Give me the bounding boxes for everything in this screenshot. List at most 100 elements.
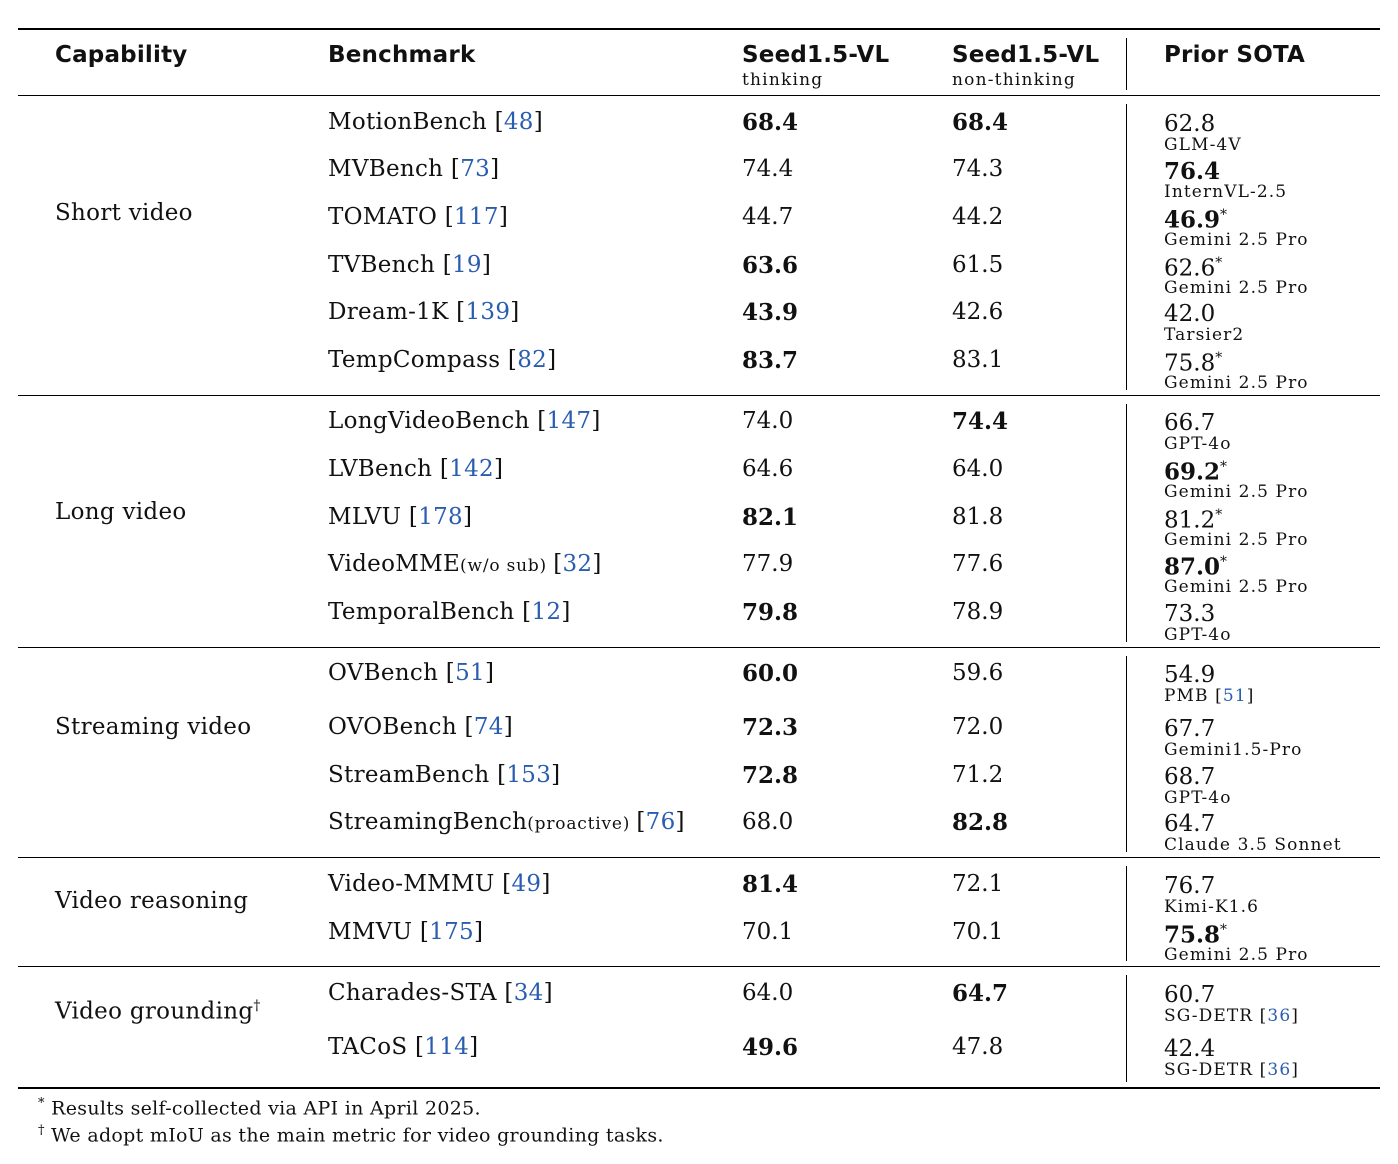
- prior-sota-model: PMB [51]: [1164, 688, 1254, 705]
- citation-link[interactable]: 48: [503, 109, 534, 135]
- citation-link[interactable]: 142: [449, 456, 494, 482]
- citation-link[interactable]: 36: [1267, 1060, 1292, 1080]
- bracket: ]: [474, 919, 484, 945]
- prior-sota-value: 68.7: [1164, 764, 1216, 790]
- benchmark-name: TemporalBench [12]: [328, 599, 571, 625]
- citation-link[interactable]: 51: [1222, 686, 1247, 706]
- asterisk-mark: *: [1215, 350, 1223, 366]
- prior-sota-score: 68.7: [1164, 766, 1215, 789]
- capability-label: Short video: [55, 200, 193, 226]
- column-divider: [1126, 104, 1127, 390]
- citation-link[interactable]: 32: [562, 551, 593, 577]
- footnote-text: Results self-collected via API in April …: [44, 1097, 481, 1120]
- group-rule: [18, 966, 1380, 967]
- non-thinking-score: 68.4: [952, 109, 1009, 136]
- bracket: ]: [1291, 1060, 1299, 1080]
- prior-sota-value: 69.2: [1164, 458, 1221, 486]
- thinking-score: 60.0: [742, 660, 799, 687]
- group-rule: [18, 857, 1380, 858]
- bracket: ]: [469, 1034, 479, 1060]
- benchmark-name: Dream-1K [139]: [328, 299, 520, 325]
- thinking-score: 72.8: [742, 762, 799, 789]
- prior-sota-model-name: SG-DETR: [1164, 1060, 1260, 1080]
- non-thinking-score: 72.0: [952, 714, 1004, 740]
- bracket: ]: [561, 599, 571, 625]
- benchmark-name: MMVU [175]: [328, 919, 483, 945]
- citation-link[interactable]: 139: [465, 299, 511, 325]
- non-thinking-score: 78.9: [952, 599, 1004, 625]
- citation-link[interactable]: 36: [1267, 1006, 1292, 1026]
- bracket: [: [553, 551, 563, 577]
- citation-link[interactable]: 73: [460, 156, 491, 182]
- bracket: [: [1259, 1006, 1268, 1026]
- capability-label: Streaming video: [55, 714, 252, 740]
- citation-link[interactable]: 147: [546, 408, 592, 434]
- non-thinking-score: 64.7: [952, 980, 1009, 1007]
- citation-link[interactable]: 178: [418, 504, 463, 530]
- prior-sota-model-name: Gemini 2.5 Pro: [1164, 230, 1309, 250]
- citation-link[interactable]: 34: [513, 980, 544, 1006]
- citation-link[interactable]: 82: [517, 347, 548, 373]
- citation-link[interactable]: 12: [531, 599, 562, 625]
- asterisk-mark: *: [1220, 207, 1228, 223]
- citation-link[interactable]: 49: [511, 871, 542, 897]
- prior-sota-model-name: Gemini 2.5 Pro: [1164, 577, 1309, 597]
- citation-link[interactable]: 19: [451, 252, 482, 278]
- bracket: ]: [463, 504, 473, 530]
- prior-sota-model: GLM-4V: [1164, 137, 1242, 154]
- prior-sota-model-name: Gemini 2.5 Pro: [1164, 945, 1309, 965]
- bracket: ]: [551, 762, 561, 788]
- citation-link[interactable]: 114: [424, 1034, 470, 1060]
- thinking-score: 79.8: [742, 599, 799, 626]
- citation-link[interactable]: 153: [506, 762, 552, 788]
- prior-sota-model: SG-DETR [36]: [1164, 1062, 1299, 1079]
- citation-link[interactable]: 175: [429, 919, 474, 945]
- benchmark-name: Charades-STA [34]: [328, 980, 553, 1006]
- asterisk-mark: *: [1220, 922, 1228, 938]
- non-thinking-score: 83.1: [952, 347, 1004, 373]
- prior-sota-score: 64.7: [1164, 813, 1215, 836]
- prior-sota-model: Gemini 2.5 Pro: [1164, 579, 1309, 596]
- header-thinking-title: Seed1.5-VL: [742, 42, 890, 68]
- prior-sota-score: 75.8*: [1164, 351, 1222, 376]
- benchmark-label: Dream-1K: [328, 299, 457, 325]
- prior-sota-score: 76.7: [1164, 875, 1215, 898]
- benchmark-label: OVBench: [328, 660, 446, 686]
- citation-link[interactable]: 117: [454, 204, 499, 230]
- benchmark-label: MotionBench: [328, 109, 495, 135]
- non-thinking-score: 70.1: [952, 919, 1004, 945]
- benchmark-name: TVBench [19]: [328, 252, 491, 278]
- citation-link[interactable]: 76: [645, 809, 676, 835]
- capability-label: Long video: [55, 499, 187, 525]
- benchmark-name: OVOBench [74]: [328, 714, 513, 740]
- bracket: ]: [1246, 686, 1255, 706]
- citation-link[interactable]: 74: [473, 714, 504, 740]
- prior-sota-score: 42.4: [1164, 1038, 1215, 1061]
- prior-sota-score: 81.2*: [1164, 508, 1222, 533]
- bracket: ]: [481, 252, 492, 278]
- footnote-mark: *: [38, 1096, 45, 1111]
- bracket: [: [419, 919, 430, 945]
- prior-sota-model: Claude 3.5 Sonnet: [1164, 837, 1342, 854]
- citation-link[interactable]: 51: [455, 660, 485, 686]
- prior-sota-model: GPT-4o: [1164, 627, 1232, 644]
- thinking-score: 70.1: [742, 919, 794, 945]
- benchmark-name: LVBench [142]: [328, 456, 503, 482]
- bracket: [: [450, 156, 461, 182]
- thinking-score: 64.0: [742, 980, 794, 1006]
- non-thinking-score: 77.6: [952, 551, 1004, 577]
- non-thinking-score: 47.8: [952, 1034, 1004, 1060]
- prior-sota-model-name: InternVL-2.5: [1164, 182, 1288, 202]
- header-non-thinking-title: Seed1.5-VL: [952, 42, 1100, 68]
- benchmark-label: TOMATO: [328, 204, 445, 230]
- prior-sota-model-name: Kimi-K1.6: [1164, 897, 1260, 917]
- bracket: ]: [484, 660, 495, 686]
- prior-sota-score: 62.8: [1164, 113, 1215, 136]
- bracket: [: [442, 252, 452, 278]
- benchmark-name: LongVideoBench [147]: [328, 408, 601, 434]
- prior-sota-value: 75.8: [1164, 350, 1216, 377]
- thinking-score: 44.7: [742, 204, 794, 230]
- non-thinking-score: 71.2: [952, 762, 1004, 788]
- non-thinking-score: 74.4: [952, 408, 1009, 435]
